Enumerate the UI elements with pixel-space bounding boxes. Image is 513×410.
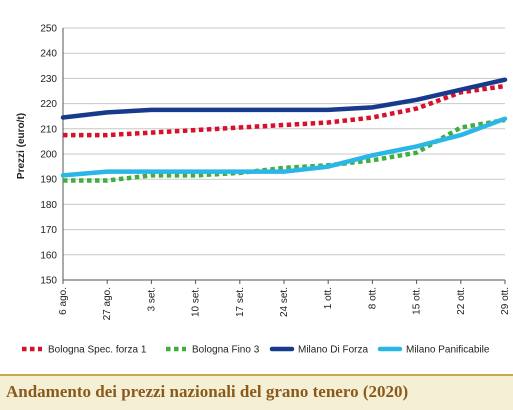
y-tick-label: 160 xyxy=(40,250,57,261)
legend: Bologna Spec. forza 1 Bologna Fino 3 Milan… xyxy=(22,345,490,356)
legend-label: Milano Panificabile xyxy=(406,345,490,356)
y-tick-label: 150 xyxy=(40,276,57,287)
legend-label: Milano Di Forza xyxy=(298,345,368,356)
x-tick-label: 27 ago. xyxy=(102,287,113,320)
price-chart: 150 160 170 180 190 200 210 220 230 240 250 6 ago. 2… xyxy=(16,24,511,356)
series-layer xyxy=(60,77,508,183)
y-tick-label: 170 xyxy=(40,225,57,236)
series-line-1 xyxy=(63,83,506,138)
x-tick-label: 6 ago. xyxy=(58,287,69,315)
x-tick-label: 3 set. xyxy=(146,287,157,311)
x-tick-label: 15 ott. xyxy=(412,287,423,315)
x-tick-label: 10 set. xyxy=(191,287,202,317)
x-tick-label: 22 ott. xyxy=(456,287,467,315)
series-line-4 xyxy=(60,116,508,178)
caption-bar: Andamento dei prezzi nazionali del grano… xyxy=(0,374,513,410)
y-tick-label: 210 xyxy=(40,124,57,135)
y-tick-label: 190 xyxy=(40,175,57,186)
y-axis-title: Prezzi (euro/t) xyxy=(16,113,27,179)
axis-layer: 150 160 170 180 190 200 210 220 230 240 250 6 ago. 2… xyxy=(40,24,511,321)
chart-caption: Andamento dei prezzi nazionali del grano… xyxy=(6,382,409,401)
y-tick-label: 200 xyxy=(40,150,57,161)
y-tick-label: 250 xyxy=(40,24,57,35)
x-tick-label: 17 set. xyxy=(235,287,246,317)
series-line-3 xyxy=(60,77,508,120)
legend-label: Bologna Spec. forza 1 xyxy=(48,345,147,356)
legend-label: Bologna Fino 3 xyxy=(192,345,260,356)
x-tick-label: 1 ott. xyxy=(323,287,334,309)
y-tick-label: 180 xyxy=(40,200,57,211)
x-tick-label: 29 ott. xyxy=(500,287,511,315)
y-tick-label: 240 xyxy=(40,49,57,60)
y-tick-label: 220 xyxy=(40,99,57,110)
x-tick-label: 8 ott. xyxy=(367,287,378,309)
grid-layer xyxy=(63,27,505,281)
y-tick-label: 230 xyxy=(40,74,57,85)
x-tick-label: 24 set. xyxy=(279,287,290,317)
